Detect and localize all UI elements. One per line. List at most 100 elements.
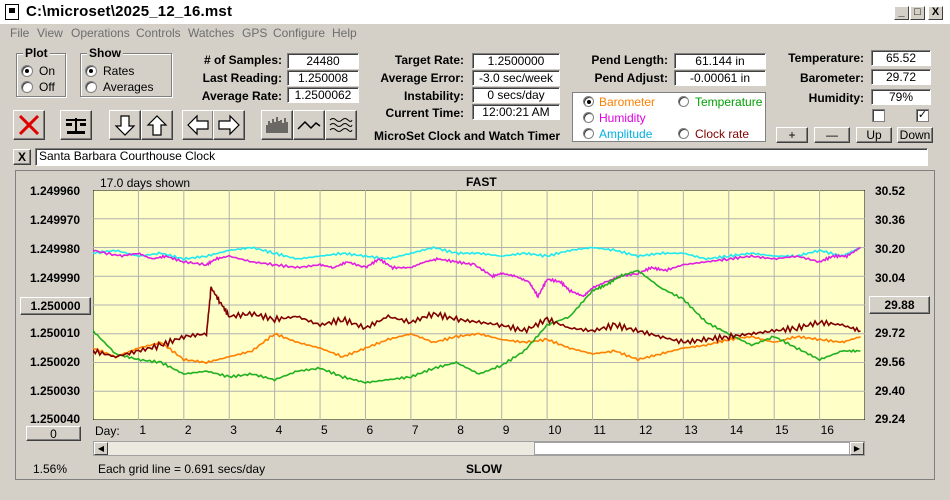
scale-up-button[interactable]: Up [856, 127, 892, 143]
left-tick-2: 1.249980 [30, 242, 81, 256]
left-tick-3: 1.249990 [30, 271, 81, 285]
plot-off-radio[interactable] [21, 81, 33, 93]
target-rate-field[interactable]: 1.2500000 [472, 53, 560, 69]
x-tick-label: 4 [275, 423, 283, 437]
left-axis-center-button[interactable]: 1.250000 [20, 297, 91, 315]
scroll-left-arrow-icon[interactable]: ◀ [94, 442, 108, 455]
maximize-button[interactable]: □ [910, 6, 925, 20]
plot-group-label: Plot [23, 46, 50, 60]
right-tick-6: 29.56 [875, 355, 906, 369]
right-tick-1: 30.36 [875, 213, 906, 227]
target-rate-label: Target Rate: [394, 53, 464, 67]
left-tick-6: 1.250020 [30, 355, 81, 369]
plot-on-radio[interactable] [21, 65, 33, 77]
watch-name-field[interactable]: Santa Barbara Courthouse Clock [35, 148, 928, 166]
barometer-label: Barometer: [799, 71, 864, 85]
sensor-amplitude-radio[interactable] [583, 128, 594, 139]
up-arrow-button[interactable] [141, 110, 173, 140]
average-rate-label: Average Rate: [201, 89, 282, 103]
show-averages-label: Averages [103, 80, 154, 94]
minimize-button[interactable]: _ [894, 6, 909, 20]
scale-down-button[interactable]: Down [897, 127, 933, 143]
scale-plus-button[interactable]: + [776, 127, 808, 143]
temperature-field: 65.52 [871, 50, 931, 66]
x-tick-label: 7 [411, 423, 419, 437]
right-arrow-button[interactable] [213, 110, 245, 140]
sensor-barometer-radio[interactable] [583, 96, 594, 107]
sensor-humidity-radio[interactable] [583, 112, 594, 123]
left-arrow-button[interactable] [182, 110, 214, 140]
balance-scale-icon [66, 118, 86, 134]
title-bar: C:\microset\2025_12_16.mst _ □ X [0, 0, 950, 24]
sensor-clockrate-label: Clock rate [695, 127, 750, 141]
bar-graph-button[interactable] [261, 110, 293, 140]
bottom-left-button[interactable]: 0 [26, 426, 81, 441]
current-time-field: 12:00:21 AM [472, 104, 560, 120]
scale-minus-button[interactable]: — [814, 127, 850, 143]
scroll-right-arrow-icon[interactable]: ▶ [850, 442, 864, 455]
watch-close-button[interactable]: X [13, 149, 31, 165]
menu-configure[interactable]: Configure [273, 26, 326, 40]
left-tick-8: 1.250040 [30, 412, 81, 426]
menu-view[interactable]: View [37, 26, 63, 40]
bar-graph-icon [266, 117, 288, 133]
line-graph-button[interactable] [293, 110, 325, 140]
pend-adjust-label: Pend Adjust: [594, 71, 668, 85]
scrollbar-thumb[interactable] [534, 442, 850, 455]
sensor-temperature-radio[interactable] [678, 96, 689, 107]
right-axis-center-button[interactable]: 29.88 [869, 296, 930, 314]
sensor-temperature-label: Temperature [695, 95, 763, 109]
arrow-left-icon [187, 114, 209, 136]
menu-controls[interactable]: Controls [136, 26, 181, 40]
right-tick-5: 29.72 [875, 326, 906, 340]
stop-button[interactable] [13, 110, 45, 140]
x-tick-label: 10 [548, 423, 562, 437]
x-tick-label: 3 [230, 423, 237, 437]
show-group: Show Rates Averages [80, 46, 172, 97]
sensor-select: Barometer Temperature Humidity Amplitude… [572, 92, 766, 142]
pend-adjust-field: -0.00061 in [674, 70, 766, 86]
menu-operations[interactable]: Operations [71, 26, 130, 40]
percent-label: 1.56% [33, 462, 68, 476]
menu-bar: File View Operations Controls Watches GP… [0, 24, 950, 42]
close-button[interactable]: X [928, 6, 943, 20]
show-averages-radio[interactable] [85, 81, 97, 93]
temperature-label: Temperature: [788, 51, 864, 65]
down-arrow-button[interactable] [109, 110, 141, 140]
checkbox-1[interactable] [872, 109, 885, 122]
menu-watches[interactable]: Watches [188, 26, 235, 40]
right-tick-7: 29.40 [875, 384, 906, 398]
left-tick-7: 1.250030 [30, 384, 81, 398]
sensor-clockrate-radio[interactable] [678, 128, 689, 139]
pend-length-field[interactable]: 61.144 in [674, 53, 766, 69]
x-axis-label: Day: [95, 424, 120, 438]
menu-help[interactable]: Help [332, 26, 357, 40]
right-tick-3: 30.04 [875, 271, 906, 285]
balance-button[interactable] [60, 110, 92, 140]
menu-gps[interactable]: GPS [242, 26, 268, 40]
menu-file[interactable]: File [10, 26, 30, 40]
horizontal-scrollbar[interactable]: ◀ ▶ [93, 441, 865, 456]
average-error-field: -3.0 sec/week [472, 70, 560, 86]
plot-group: Plot On Off [16, 46, 66, 97]
x-tick-label: 13 [684, 423, 698, 437]
checkbox-2[interactable]: ✓ [916, 109, 929, 122]
waves-icon [329, 118, 353, 132]
num-samples-field: 24480 [287, 53, 359, 69]
x-tick-labels: 1 2 3 4 5 6 7 8 9 10 11 12 13 14 15 16 [93, 423, 865, 437]
sensor-humidity-label: Humidity [599, 111, 646, 125]
window-title: C:\microset\2025_12_16.mst [26, 3, 233, 20]
x-tick-label: 2 [184, 423, 192, 437]
sensor-barometer-label: Barometer [599, 95, 656, 109]
app-caption: MicroSet Clock and Watch Timer [374, 129, 561, 143]
right-tick-2: 30.20 [875, 242, 906, 256]
x-tick-label: 6 [366, 423, 374, 437]
show-rates-radio[interactable] [85, 65, 97, 77]
arrow-down-icon [114, 115, 136, 136]
show-rates-label: Rates [103, 64, 135, 78]
current-time-label: Current Time: [385, 106, 464, 120]
x-tick-label: 5 [321, 423, 328, 437]
instability-field: 0 secs/day [472, 87, 560, 103]
left-tick-1: 1.249970 [30, 213, 81, 227]
wave-graph-button[interactable] [325, 110, 357, 140]
